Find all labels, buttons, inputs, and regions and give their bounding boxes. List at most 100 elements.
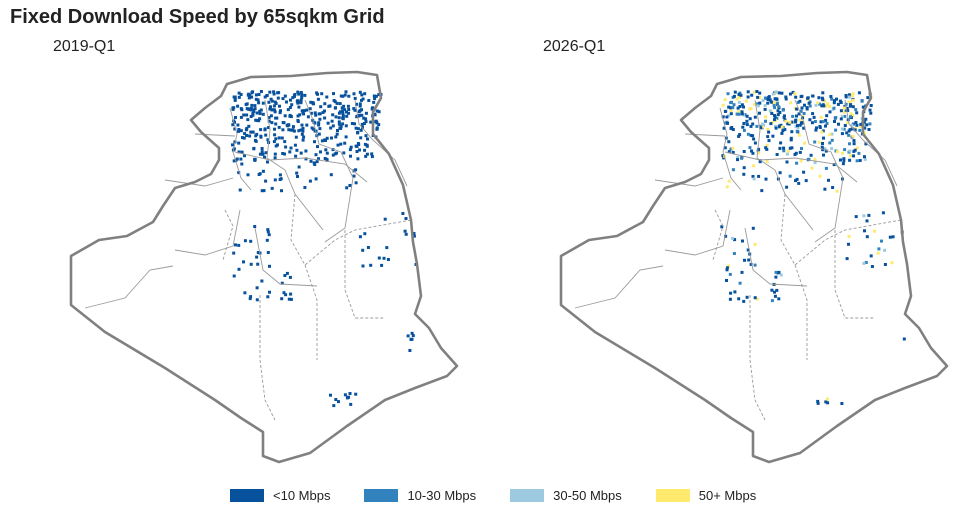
grid-cell [363, 148, 367, 152]
grid-cell [273, 127, 276, 131]
province-border [724, 151, 858, 183]
grid-cell [729, 106, 733, 110]
grid-cell [326, 121, 330, 125]
legend-item-10-30: 10-30 Mbps [364, 488, 476, 503]
grid-cell [854, 108, 858, 112]
grid-cell [752, 137, 756, 141]
grid-cell [267, 100, 271, 104]
grid-cell [791, 90, 795, 94]
grid-cell [249, 115, 253, 118]
grid-cell [342, 151, 346, 155]
grid-cell [263, 128, 267, 132]
grid-cell [354, 168, 358, 172]
grid-cell [797, 133, 801, 137]
grid-cell [863, 126, 867, 130]
grid-cell [316, 97, 320, 101]
grid-cell [798, 118, 802, 122]
grid-cell [309, 159, 313, 163]
grid-cell [749, 107, 753, 110]
grid-cell [401, 212, 405, 215]
grid-cell [242, 136, 246, 140]
grid-cell [364, 154, 368, 158]
province-border [574, 265, 664, 309]
grid-cell [802, 170, 806, 174]
grid-cell [283, 114, 287, 118]
grid-cell [377, 256, 381, 260]
grid-cell [341, 122, 345, 126]
grid-cell [745, 295, 749, 299]
grid-cell [766, 101, 770, 105]
grid-cell [238, 188, 242, 192]
grid-cell [847, 93, 851, 97]
grid-cell [363, 142, 367, 146]
grid-cell [723, 110, 727, 113]
province-border [754, 99, 814, 231]
grid-cell [303, 93, 307, 97]
grid-cell [364, 120, 368, 124]
grid-cell [287, 297, 291, 301]
grid-cell [773, 118, 776, 122]
grid-cell [758, 160, 762, 164]
grid-cell [247, 96, 251, 100]
grid-cell [243, 132, 247, 136]
grid-cell [323, 138, 327, 142]
grid-cell [348, 184, 352, 187]
grid-cell [348, 148, 352, 152]
grid-cell [268, 90, 272, 94]
grid-cell [850, 123, 854, 127]
grid-cell [243, 291, 247, 295]
grid-cell [829, 95, 833, 98]
grid-cell [305, 108, 309, 112]
grid-cell [237, 128, 241, 131]
grid-cell [821, 98, 825, 102]
grid-cell [296, 114, 300, 118]
grid-cell [832, 106, 836, 110]
grid-cell [841, 162, 845, 166]
grid-cell [796, 124, 799, 128]
grid-cell [751, 226, 755, 230]
grid-cell [355, 102, 358, 106]
grid-cell [334, 115, 338, 119]
grid-cell [261, 112, 265, 116]
grid-cell [737, 134, 741, 138]
grid-cell [266, 160, 269, 164]
grid-cell [336, 143, 340, 147]
grid-cell [818, 102, 821, 106]
province-border [354, 99, 408, 187]
grid-cell [336, 129, 339, 132]
grid-cell [766, 98, 770, 101]
grid-cell [854, 215, 858, 219]
grid-cell [354, 144, 358, 148]
grid-cell [759, 126, 763, 130]
grid-cell [756, 104, 760, 108]
grid-cell [817, 96, 821, 100]
grid-cell [775, 153, 779, 156]
grid-cell [267, 233, 271, 237]
grid-cell [363, 92, 367, 96]
grid-cell [231, 123, 235, 127]
grid-cell [828, 141, 832, 145]
grid-cell [825, 122, 829, 125]
grid-cell [813, 157, 817, 161]
grid-cell [821, 103, 825, 107]
province-border [254, 227, 318, 287]
grid-cell [765, 143, 769, 147]
grid-cell [800, 106, 804, 110]
grid-cell [300, 93, 304, 97]
grid-cell [726, 121, 729, 125]
grid-cell [363, 232, 367, 236]
grid-cell [306, 115, 310, 119]
grid-cell [730, 100, 733, 104]
grid-cell [767, 96, 771, 100]
grid-cell [847, 95, 851, 99]
grid-cell [289, 146, 293, 150]
grid-cell [751, 122, 755, 126]
grid-cell [287, 123, 291, 127]
grid-cell [274, 116, 278, 120]
grid-cell [731, 146, 735, 150]
grid-cell [283, 140, 287, 144]
grid-cell [270, 99, 274, 103]
grid-cell [273, 110, 277, 114]
grid-cell [272, 140, 276, 144]
grid-cell [805, 106, 809, 110]
